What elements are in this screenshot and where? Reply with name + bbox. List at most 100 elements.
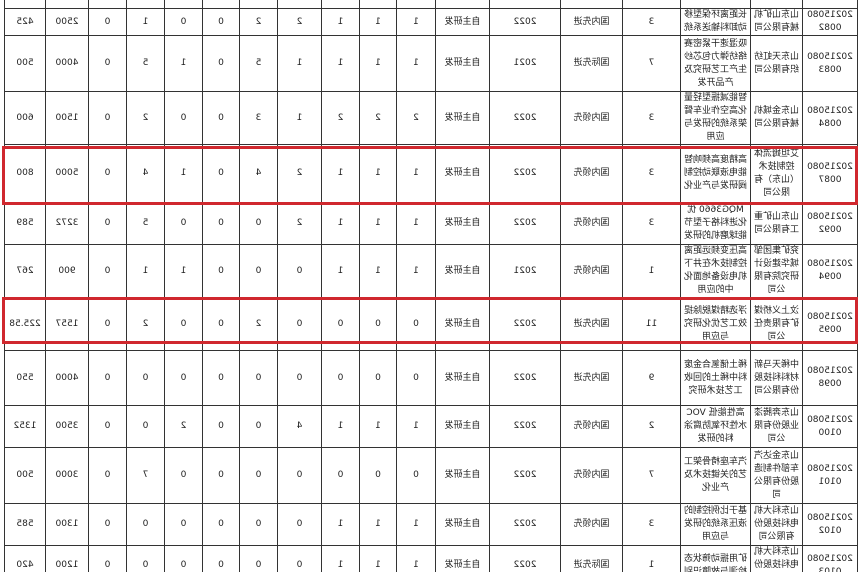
table-row: 202150800094 兖矿集团邹城华建设计研究院有限公司 高压变频远距离控制技术… [4,244,858,298]
value-cell: 1557 [45,297,89,351]
value-cell: 1 [126,244,165,298]
level-cell: 国内领先 [560,244,623,298]
company-cell: 山东奔腾漆业股份有限公司 [750,405,803,448]
value-cell: 1200 [45,545,89,572]
value-cell: 0 [164,297,203,351]
value-cell [4,0,46,9]
count-cell: 7 [622,447,681,504]
company-cell [750,0,803,9]
value-cell: 0 [88,350,127,406]
company-cell: 艾坦姆流体控制技术（山东）有限公司 [750,144,803,203]
table-row: 202150800098 中稀天马新材料科技股份有限公司 稀土储氢合金废料中稀土的回… [4,350,858,406]
year-cell: 2021 [489,35,561,92]
id-cell: 202150800101 [802,447,858,504]
value-cell: 0 [277,244,322,298]
value-cell: 0 [202,35,240,92]
value-cell: 0 [321,350,360,406]
value-cell: 0 [88,447,127,504]
value-cell: 4 [277,405,322,448]
table-row: 202150800083 山东天虹纺织有限公司 吸湿速干紧密赛络纺弹力包芯纱生产工艺… [4,35,858,92]
level-cell: 国内领先 [560,91,623,145]
value-cell: 0 [239,244,278,298]
value-cell [88,0,127,9]
value-cell: 0 [202,91,240,145]
year-cell: 2022 [489,91,561,145]
value-cell: 1 [359,405,397,448]
value-cell: 0 [396,297,436,351]
table-row: 202150800087 艾坦姆流体控制技术（山东）有限公司 高精度高频响智能电液联… [4,144,858,203]
value-cell: 3000 [45,447,89,504]
project-table: 202150800082 山东山矿机械有限公司 长距离环保型移动卸料输送系统 3 国内先… [4,0,858,572]
value-cell: 0 [202,8,240,36]
method-cell: 自主研发 [435,405,490,448]
value-cell: 800 [4,144,46,203]
value-cell: 3500 [45,405,89,448]
table-row: 202150800102 山东科大机电科技股份有限公司 基于比例控制的液压系统的研发… [4,503,858,546]
year-cell: 2021 [489,244,561,298]
id-cell: 202150800084 [802,91,858,145]
value-cell: 1 [359,503,397,546]
level-cell: 国际先进 [560,35,623,92]
value-cell: 0 [202,405,240,448]
method-cell: 自主研发 [435,447,490,504]
value-cell [164,0,203,9]
value-cell: 550 [4,350,46,406]
count-cell: 3 [622,91,681,145]
value-cell: 1 [321,244,360,298]
level-cell: 国内领先 [560,447,623,504]
project-cell: 浮选精煤脱除提效工艺优化研究与应用 [680,297,751,351]
value-cell: 5 [239,35,278,92]
value-cell: 1 [321,35,360,92]
value-cell [45,0,89,9]
value-cell: 0 [396,447,436,504]
method-cell: 自主研发 [435,503,490,546]
value-cell: 2500 [45,8,89,36]
table-row [4,0,858,9]
level-cell: 国内先进 [560,8,623,36]
year-cell: 2022 [489,503,561,546]
method-cell: 自主研发 [435,350,490,406]
table-row: 202150800084 山东金城机械有限公司 智能减振型轻量化高空作业车臂架系统的… [4,91,858,145]
value-cell: 1 [396,244,436,298]
value-cell: 3 [239,91,278,145]
count-cell: 9 [622,350,681,406]
id-cell: 202150800098 [802,350,858,406]
value-cell: 1 [321,202,360,245]
value-cell: 0 [239,447,278,504]
value-cell: 1 [321,405,360,448]
value-cell: 589 [4,202,46,245]
value-cell: 225.58 [4,297,46,351]
value-cell: 0 [88,8,127,36]
method-cell: 自主研发 [435,8,490,36]
value-cell: 0 [359,297,397,351]
count-cell: 1 [622,545,681,572]
method-cell: 自主研发 [435,545,490,572]
value-cell: 1 [396,144,436,203]
value-cell: 0 [164,350,203,406]
value-cell: 1 [277,35,322,92]
value-cell: 0 [88,202,127,245]
value-cell: 1 [396,503,436,546]
count-cell: 3 [622,503,681,546]
value-cell: 0 [202,202,240,245]
value-cell: 600 [4,91,46,145]
level-cell [560,0,623,9]
value-cell [359,0,397,9]
count-cell: 2 [622,405,681,448]
value-cell [277,0,322,9]
value-cell: 0 [164,8,203,36]
id-cell: 202150800102 [802,503,858,546]
count-cell: 3 [622,202,681,245]
method-cell: 自主研发 [435,35,490,92]
value-cell: 0 [88,405,127,448]
level-cell: 国内领先 [560,202,623,245]
value-cell: 0 [88,503,127,546]
value-cell: 585 [4,503,46,546]
value-cell [396,0,436,9]
value-cell: 4000 [45,35,89,92]
value-cell: 2 [239,8,278,36]
method-cell: 自主研发 [435,297,490,351]
value-cell: 1 [396,405,436,448]
value-cell: 0 [359,447,397,504]
value-cell: 1 [396,8,436,36]
